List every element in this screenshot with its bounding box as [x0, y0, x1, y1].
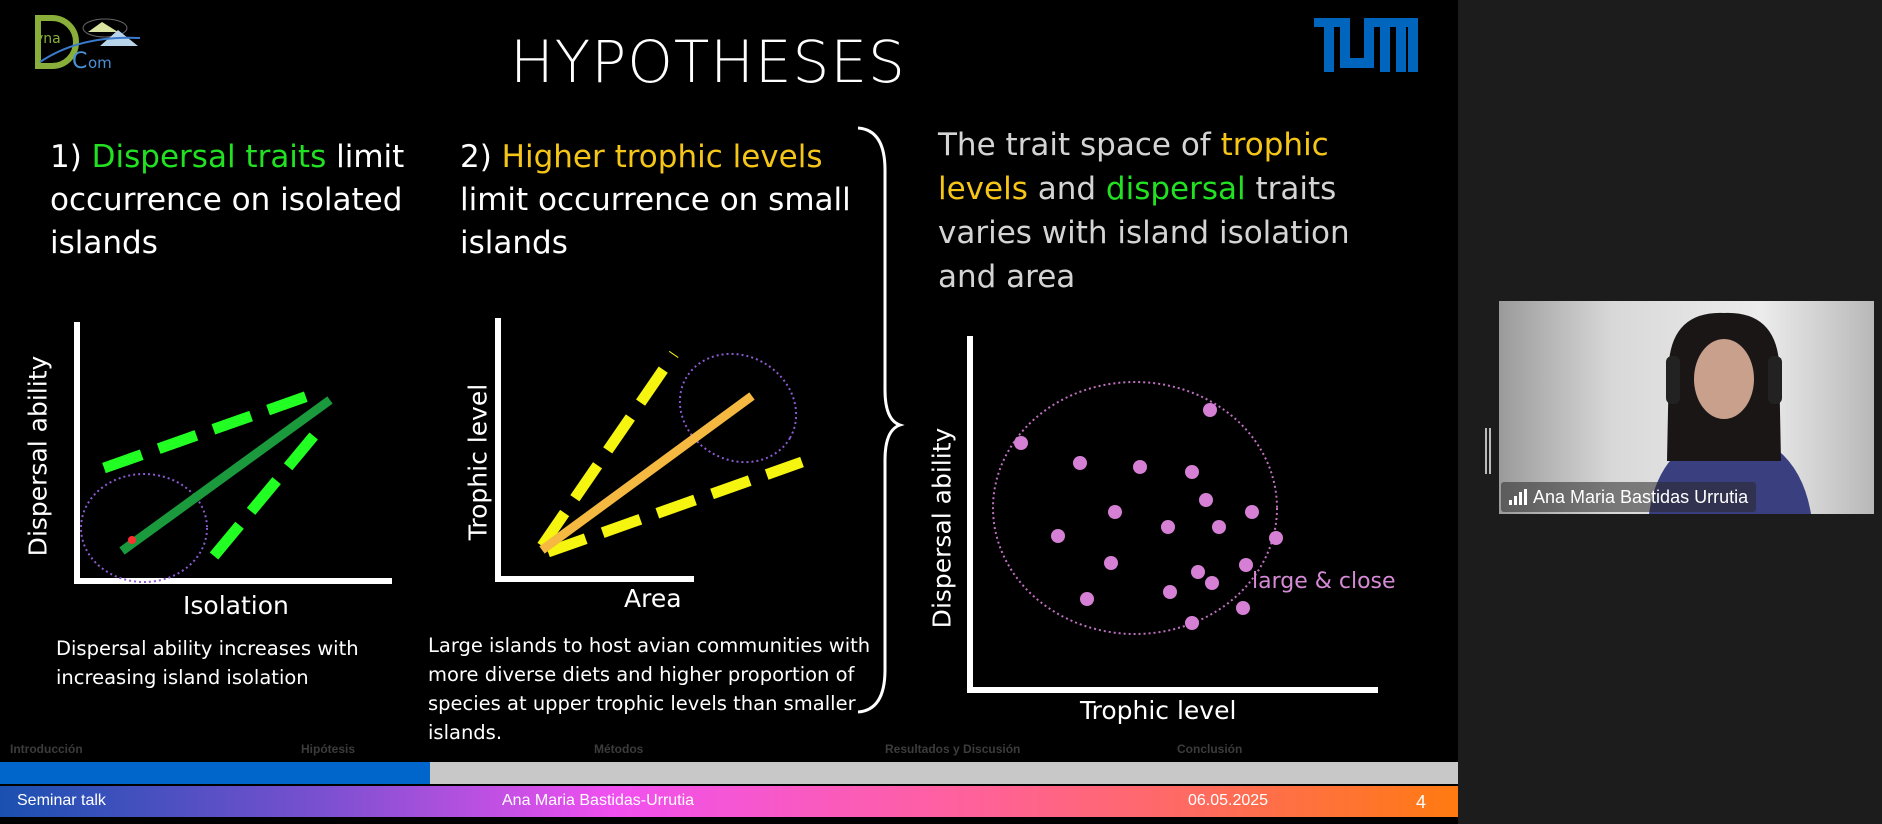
scatter-point — [1073, 456, 1087, 470]
nav-resultados[interactable]: Resultados y Discusión — [885, 742, 1021, 756]
slide-footer: Seminar talk Ana Maria Bastidas-Urrutia … — [0, 786, 1458, 817]
footer-author: Ana Maria Bastidas-Urrutia — [502, 792, 695, 809]
slide-title: HYPOTHESES — [510, 28, 906, 96]
hypothesis-2: 2) Higher trophic levels limit occurrenc… — [460, 139, 851, 261]
graph2-y-label: Trophic level — [463, 383, 493, 541]
dashed-lower-line — [546, 456, 804, 558]
footer-talk: Seminar talk — [17, 792, 106, 809]
scatter-point — [1163, 585, 1177, 599]
trend-line — [539, 392, 755, 554]
scatter-point — [1014, 436, 1028, 450]
dotted-ellipse — [678, 352, 798, 464]
graph3-annotation: large & close — [1252, 569, 1396, 594]
scatter-point — [1133, 460, 1147, 474]
graph3-y-label: Dispersal ability — [927, 427, 957, 629]
graph2-caption: Large islands to host avian communities … — [428, 634, 871, 744]
nav-hipotesis[interactable]: Hipótesis — [301, 742, 356, 756]
progress-bar — [0, 762, 1458, 784]
graph3-x-label: Trophic level — [1080, 696, 1237, 725]
axes — [967, 336, 1378, 693]
dashed-lower-line — [209, 422, 327, 560]
dynacom-logo: yna C om — [35, 15, 140, 72]
scatter-point — [1199, 493, 1213, 507]
axes — [495, 318, 694, 582]
progress-fill — [0, 762, 431, 784]
scatter-point — [1104, 556, 1118, 570]
axes — [74, 322, 392, 584]
scatter-point — [1203, 403, 1217, 417]
curly-brace — [857, 126, 905, 714]
presentation-slide: yna C om HYPOTHESES 1) Dispersal traits … — [0, 0, 1458, 824]
scatter-point — [1108, 505, 1122, 519]
svg-text:om: om — [88, 54, 112, 72]
scatter-point — [1245, 505, 1259, 519]
scatter-point — [1269, 531, 1283, 545]
scatter-point — [1191, 565, 1205, 579]
participant-video-tile[interactable]: Ana Maria Bastidas Urrutia — [1499, 301, 1874, 514]
combined-hypothesis: The trait space of trophic levels and di… — [938, 127, 1350, 295]
dashed-upper-line — [102, 385, 324, 474]
graph1-y-label: Dispersal ability — [23, 355, 53, 557]
signal-bars-icon — [1509, 489, 1527, 505]
panel-resize-handle[interactable] — [1485, 428, 1491, 474]
svg-text:C: C — [72, 49, 87, 72]
nav-introduccion[interactable]: Introducción — [10, 742, 83, 756]
participant-name-tag: Ana Maria Bastidas Urrutia — [1501, 482, 1757, 512]
scatter-point — [1161, 520, 1175, 534]
footer-date: 06.05.2025 — [1188, 792, 1269, 809]
scatter-point — [1185, 616, 1199, 630]
scatter-point — [1080, 592, 1094, 606]
trend-line — [119, 396, 333, 555]
hypothesis-1: 1) Dispersal traits limit occurrence on … — [50, 139, 405, 261]
scatter-point — [1239, 558, 1253, 572]
dashed-upper-line — [537, 350, 679, 550]
scatter-point — [1051, 529, 1065, 543]
graph2-x-label: Area — [624, 584, 682, 613]
nav-conclusion[interactable]: Conclusión — [1177, 742, 1243, 756]
red-dot — [128, 536, 136, 544]
graph1-x-label: Isolation — [183, 591, 289, 620]
tum-logo — [1314, 18, 1418, 72]
nav-metodos[interactable]: Métodos — [594, 742, 644, 756]
scatter-point — [1236, 601, 1250, 615]
graph-2 — [495, 318, 804, 582]
scatter-point — [1205, 576, 1219, 590]
graph1-caption: Dispersal ability increases with increasi… — [56, 637, 359, 689]
svg-text:yna: yna — [35, 31, 61, 47]
scatter-point — [1185, 465, 1199, 479]
diagrams — [74, 126, 1378, 714]
graph-3 — [967, 336, 1378, 693]
scatter-point — [1212, 520, 1226, 534]
participant-name: Ana Maria Bastidas Urrutia — [1533, 486, 1749, 507]
graph-1 — [74, 322, 392, 584]
footer-page-number: 4 — [1416, 792, 1427, 812]
dotted-ellipse — [80, 473, 208, 583]
dotted-ellipse — [992, 381, 1278, 635]
